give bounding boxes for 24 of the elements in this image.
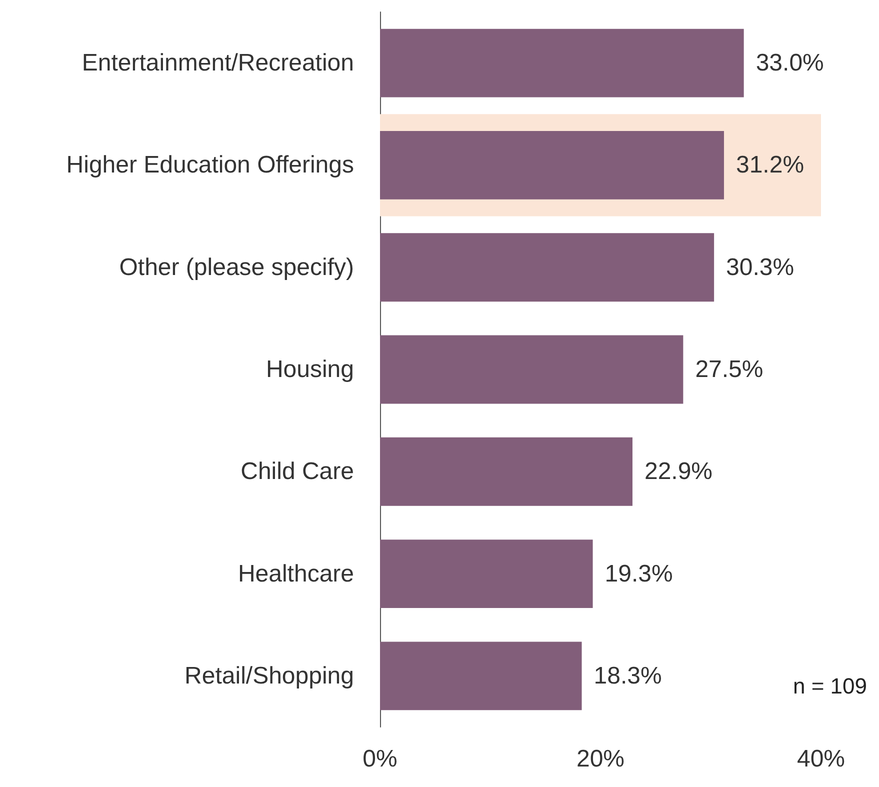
data-label: 19.3% [604, 560, 673, 588]
data-label: 22.9% [644, 458, 713, 486]
y-tick-label: Healthcare [238, 560, 354, 588]
y-tick-label: Entertainment/Recreation [82, 50, 354, 77]
data-label: 30.3% [726, 254, 794, 281]
y-tick-label: Child Care [240, 458, 354, 486]
x-tick-label: 0% [362, 746, 398, 772]
data-label: 27.5% [695, 356, 764, 383]
data-label: 31.2% [736, 152, 804, 179]
bar [380, 335, 684, 404]
annotation: n = 109 [792, 674, 867, 698]
y-tick-label: Housing [266, 356, 354, 383]
bar [380, 540, 593, 608]
data-label: 33.0% [756, 50, 824, 77]
y-tick-label: Other (please specify) [119, 254, 354, 281]
bar [380, 28, 744, 98]
bar [380, 233, 714, 302]
bar [380, 642, 582, 710]
y-tick-label: Retail/Shopping [184, 662, 354, 690]
data-label: 18.3% [594, 662, 662, 690]
bar [380, 437, 632, 506]
x-tick-label: 40% [796, 746, 846, 772]
y-tick-label: Higher Education Offerings [66, 152, 354, 179]
x-tick-label: 20% [576, 746, 625, 772]
